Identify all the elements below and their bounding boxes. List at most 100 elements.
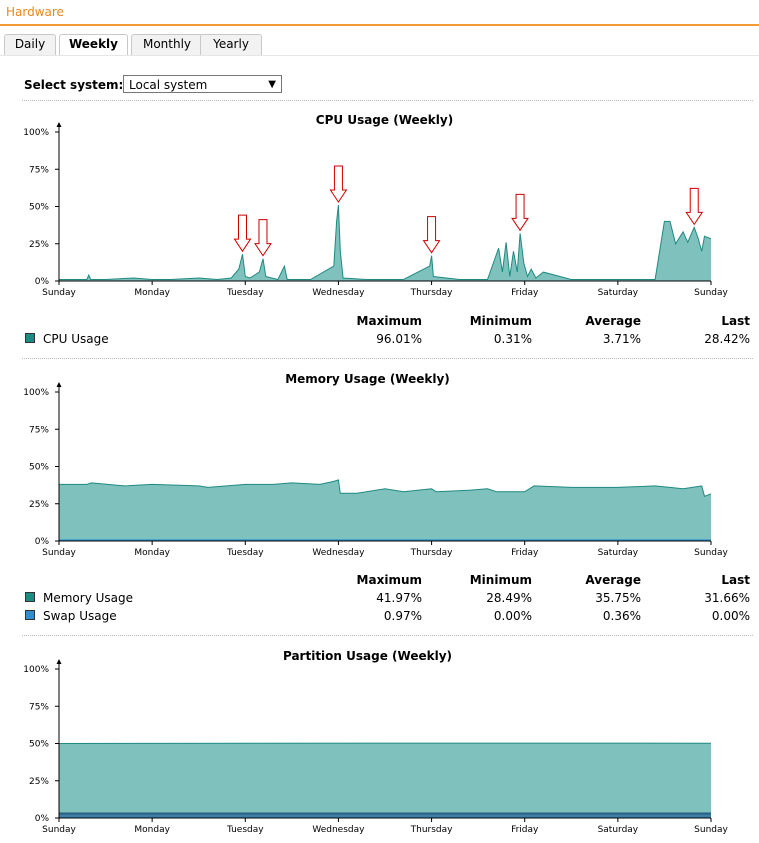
- cpu-last-value: 28.42%: [704, 332, 750, 346]
- x-tick-label: Thursday: [410, 825, 454, 835]
- divider: [22, 100, 753, 101]
- stat-header-last: Last: [721, 573, 750, 587]
- x-tick-label: Wednesday: [312, 288, 365, 298]
- x-tick-label: Saturday: [598, 288, 639, 298]
- stat-header-last: Last: [721, 314, 750, 328]
- y-tick-label: 75%: [29, 702, 49, 712]
- x-tick-label: Saturday: [598, 548, 639, 558]
- x-tick-label: Monday: [134, 548, 170, 558]
- series-area: [59, 205, 711, 281]
- system-dropdown-value: Local system: [129, 78, 208, 92]
- cpu-avg-value: 3.71%: [602, 332, 641, 346]
- memory-usage-chart: 100%75%50%25%0%Sunday Monday Tuesday Wednes…: [23, 382, 729, 558]
- swap-min-value: 0.00%: [493, 609, 532, 623]
- swap-avg-value: 0.36%: [602, 609, 641, 623]
- down-arrow-icon: [254, 219, 272, 257]
- cpu-max-value: 96.01%: [376, 332, 422, 346]
- tab-yearly[interactable]: Yearly: [200, 34, 262, 55]
- partition-chart-title: Partition Usage (Weekly): [282, 649, 452, 663]
- stat-header-average: Average: [585, 573, 641, 587]
- x-tick-label: Tuesday: [226, 825, 264, 835]
- y-tick-label: 50%: [29, 463, 49, 473]
- x-tick-label: Sunday: [694, 825, 728, 835]
- memory-avg-value: 35.75%: [595, 591, 641, 605]
- y-tick-label: 25%: [29, 500, 49, 510]
- stat-header-minimum: Minimum: [469, 573, 532, 587]
- cpu-min-value: 0.31%: [493, 332, 532, 346]
- x-tick-label: Sunday: [42, 548, 76, 558]
- y-tick-label: 25%: [29, 240, 49, 250]
- section-title: Hardware: [6, 5, 64, 19]
- y-tick-label: 0%: [35, 277, 50, 287]
- stat-header-maximum: Maximum: [356, 314, 422, 328]
- series-area: [59, 479, 711, 541]
- stat-header-average: Average: [585, 314, 641, 328]
- x-tick-label: Saturday: [598, 825, 639, 835]
- swap-last-value: 0.00%: [711, 609, 750, 623]
- tab-daily[interactable]: Daily: [4, 34, 56, 55]
- y-axis-arrow: [56, 659, 62, 664]
- select-system-label: Select system:: [24, 78, 124, 92]
- cpu-chart-title: CPU Usage (Weekly): [315, 113, 454, 127]
- down-arrow-icon: [685, 187, 704, 226]
- memory-max-value: 41.97%: [376, 591, 422, 605]
- y-tick-label: 100%: [23, 128, 49, 138]
- partition-usage-chart: 100%75%50%25%0%Sunday Monday Tuesday Wednes…: [23, 659, 729, 835]
- x-tick-label: Sunday: [42, 288, 76, 298]
- tab-monthly[interactable]: Monthly: [131, 34, 203, 55]
- x-tick-label: Wednesday: [312, 825, 365, 835]
- series-area: [59, 813, 711, 818]
- legend-label: Swap Usage: [43, 609, 117, 623]
- y-tick-label: 0%: [35, 814, 50, 824]
- x-tick-label: Monday: [134, 825, 170, 835]
- x-tick-label: Wednesday: [312, 548, 365, 558]
- x-tick-label: Tuesday: [226, 548, 264, 558]
- y-tick-label: 50%: [29, 203, 49, 213]
- x-tick-label: Monday: [134, 288, 170, 298]
- tab-divider: [0, 55, 759, 56]
- down-arrow-icon: [422, 216, 441, 254]
- stat-header-minimum: Minimum: [469, 314, 532, 328]
- series-line: [59, 479, 712, 497]
- dropdown-arrow-icon: ▼: [268, 79, 276, 90]
- x-tick-label: Sunday: [42, 825, 76, 835]
- tab-weekly[interactable]: Weekly: [59, 34, 128, 56]
- memory-chart-title: Memory Usage (Weekly): [285, 372, 450, 386]
- divider: [22, 358, 753, 359]
- y-axis-arrow: [56, 122, 62, 127]
- legend-swatch: [25, 592, 35, 602]
- y-tick-label: 100%: [23, 388, 49, 398]
- section-header: Hardware: [0, 0, 759, 26]
- memory-last-value: 31.66%: [704, 591, 750, 605]
- x-tick-label: Friday: [511, 825, 539, 835]
- y-tick-label: 25%: [29, 777, 49, 787]
- y-tick-label: 50%: [29, 740, 49, 750]
- x-tick-label: Sunday: [694, 288, 728, 298]
- legend-label: CPU Usage: [43, 332, 109, 346]
- x-tick-label: Friday: [511, 548, 539, 558]
- swap-max-value: 0.97%: [383, 609, 422, 623]
- down-arrow-icon: [233, 214, 252, 253]
- series-area: [59, 743, 711, 818]
- memory-min-value: 28.49%: [486, 591, 532, 605]
- y-axis-arrow: [56, 382, 62, 387]
- down-arrow-icon: [329, 165, 348, 203]
- legend-swatch: [25, 333, 35, 343]
- x-tick-label: Tuesday: [226, 288, 264, 298]
- divider: [22, 635, 753, 636]
- y-tick-label: 75%: [29, 425, 49, 435]
- x-tick-label: Friday: [511, 288, 539, 298]
- legend-swatch: [25, 610, 35, 620]
- x-tick-label: Thursday: [410, 288, 454, 298]
- x-tick-label: Sunday: [694, 548, 728, 558]
- stat-header-maximum: Maximum: [356, 573, 422, 587]
- legend-label: Memory Usage: [43, 591, 134, 605]
- y-tick-label: 100%: [23, 665, 49, 675]
- y-tick-label: 0%: [35, 537, 50, 547]
- y-tick-label: 75%: [29, 165, 49, 175]
- down-arrow-icon: [511, 193, 529, 232]
- series-line: [59, 204, 712, 281]
- x-tick-label: Thursday: [410, 548, 454, 558]
- system-dropdown[interactable]: Local system ▼: [123, 75, 282, 93]
- cpu-usage-chart: 100%75%50%25%0%Sunday Monday Tuesday Wednes…: [23, 122, 729, 298]
